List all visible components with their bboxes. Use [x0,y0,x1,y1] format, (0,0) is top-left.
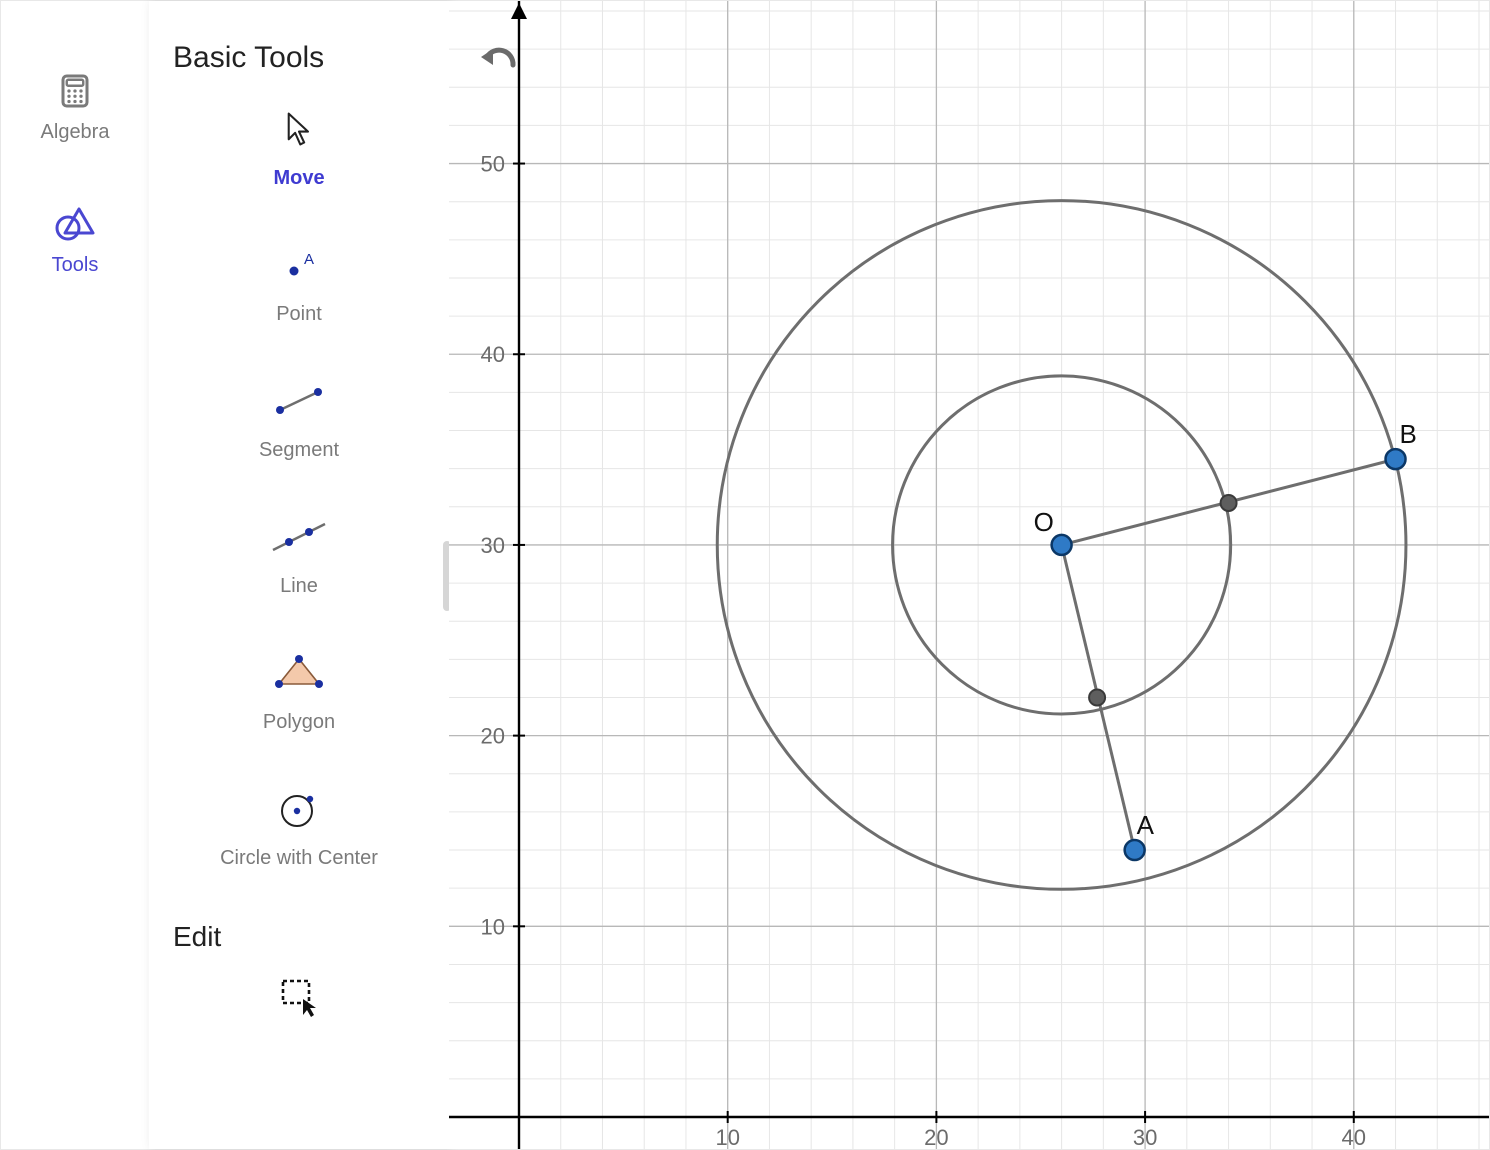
view-tools-label: Tools [52,254,99,277]
svg-text:10: 10 [715,1125,739,1149]
polygon-icon [269,649,329,697]
svg-text:20: 20 [924,1125,948,1149]
coordinate-plane[interactable]: 10 20 30 40 50 10 20 30 40 O A B [449,1,1489,1149]
svg-text:O: O [1034,507,1054,537]
tool-circle-center[interactable]: Circle with Center [173,785,425,871]
tool-point-label: Point [276,301,322,327]
svg-text:B: B [1400,419,1417,449]
tool-palette: Basic Tools Move A Point [149,1,449,1149]
circle-center-icon [269,785,329,833]
tool-move[interactable]: Move [173,105,425,191]
svg-text:40: 40 [1342,1125,1366,1149]
tool-point[interactable]: A Point [173,241,425,327]
tool-move-label: Move [273,165,324,191]
view-tools[interactable]: Tools [52,204,99,277]
tool-polygon[interactable]: Polygon [173,649,425,735]
edit-heading: Edit [173,921,425,953]
undo-icon [481,43,517,71]
svg-text:50: 50 [481,152,505,177]
svg-text:A: A [304,251,314,268]
calculator-icon [55,71,95,111]
graphics-view[interactable]: 10 20 30 40 50 10 20 30 40 O A B [449,1,1489,1149]
tool-line[interactable]: Line [173,513,425,599]
tool-circle-center-label: Circle with Center [220,845,378,871]
tool-select[interactable] [173,973,425,1033]
segment-icon [269,377,329,425]
tool-segment[interactable]: Segment [173,377,425,463]
tool-polygon-label: Polygon [263,709,335,735]
view-algebra-label: Algebra [41,121,110,144]
svg-text:40: 40 [481,342,505,367]
tool-segment-label: Segment [259,437,339,463]
svg-text:30: 30 [1133,1125,1157,1149]
line-icon [269,513,329,561]
view-switcher-sidebar: Algebra Tools [1,1,149,1149]
svg-text:30: 30 [481,533,505,558]
tool-line-label: Line [280,573,318,599]
shapes-icon [55,204,95,244]
svg-text:10: 10 [481,914,505,939]
cursor-icon [269,105,329,153]
select-icon [269,973,329,1021]
view-algebra[interactable]: Algebra [41,71,110,144]
svg-text:A: A [1137,810,1155,840]
basic-tools-heading: Basic Tools [173,41,425,75]
point-icon: A [269,241,329,289]
app-root: Algebra Tools Basic Tools Move [0,0,1490,1150]
undo-button[interactable] [479,37,519,77]
svg-text:20: 20 [481,724,505,749]
